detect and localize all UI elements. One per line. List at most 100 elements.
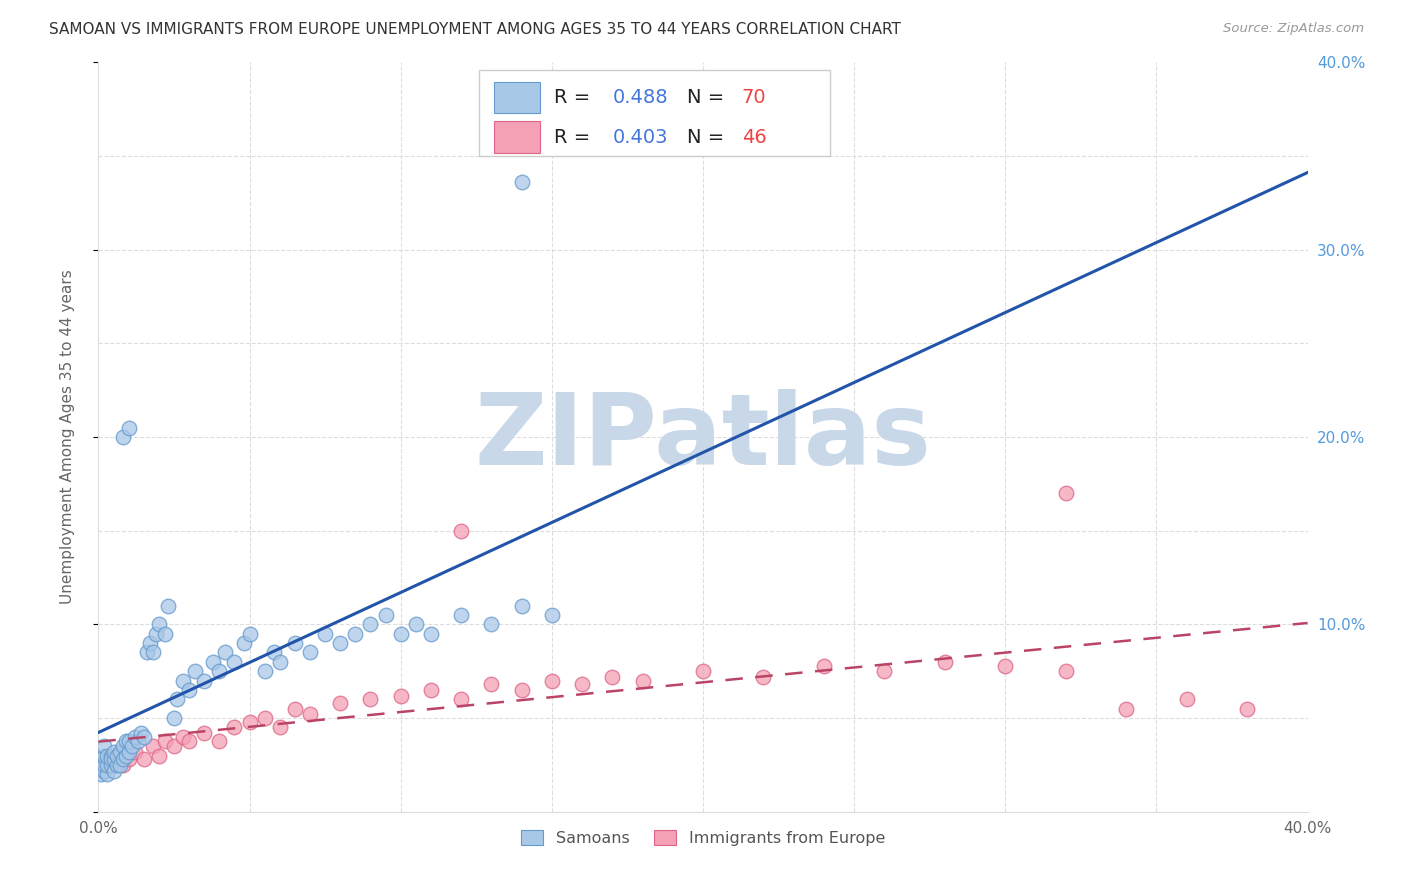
- Point: [93, 739, 115, 753]
- Point: [105, 748, 128, 763]
- Point: [90, 767, 112, 781]
- Point: [124, 730, 146, 744]
- Y-axis label: Unemployment Among Ages 35 to 44 years: Unemployment Among Ages 35 to 44 years: [60, 269, 75, 605]
- Point: [214, 646, 236, 660]
- Point: [1054, 664, 1077, 679]
- Point: [1115, 701, 1137, 715]
- Point: [314, 626, 336, 640]
- Point: [118, 745, 141, 759]
- Point: [232, 636, 254, 650]
- Point: [934, 655, 956, 669]
- Point: [127, 733, 149, 747]
- Point: [90, 758, 112, 772]
- Point: [142, 739, 165, 753]
- FancyBboxPatch shape: [479, 70, 830, 156]
- Point: [163, 711, 186, 725]
- Point: [163, 739, 186, 753]
- Point: [135, 646, 157, 660]
- Point: [153, 733, 176, 747]
- Point: [100, 758, 122, 772]
- Point: [360, 692, 382, 706]
- Point: [90, 758, 112, 772]
- Point: [540, 673, 562, 688]
- Point: [93, 748, 115, 763]
- Point: [540, 608, 562, 623]
- Point: [269, 655, 291, 669]
- Point: [193, 726, 215, 740]
- Point: [602, 670, 624, 684]
- Point: [193, 673, 215, 688]
- Point: [481, 617, 503, 632]
- Point: [389, 689, 412, 703]
- Legend: Samoans, Immigrants from Europe: Samoans, Immigrants from Europe: [515, 823, 891, 853]
- Point: [103, 745, 125, 759]
- Point: [96, 758, 118, 772]
- Point: [450, 524, 472, 538]
- Point: [450, 692, 472, 706]
- Point: [121, 739, 143, 753]
- Point: [96, 748, 118, 763]
- Text: 46: 46: [742, 128, 766, 146]
- Point: [263, 646, 285, 660]
- FancyBboxPatch shape: [494, 82, 540, 113]
- Point: [142, 646, 165, 660]
- Point: [405, 617, 427, 632]
- Point: [103, 764, 125, 778]
- Point: [202, 655, 225, 669]
- Point: [156, 599, 179, 613]
- Point: [139, 636, 162, 650]
- Point: [208, 733, 231, 747]
- FancyBboxPatch shape: [494, 121, 540, 153]
- Point: [692, 664, 714, 679]
- Point: [105, 748, 128, 763]
- Point: [299, 707, 322, 722]
- Point: [132, 730, 155, 744]
- Point: [184, 664, 207, 679]
- Point: [100, 752, 122, 766]
- Point: [179, 683, 201, 698]
- Point: [510, 175, 533, 189]
- Point: [103, 758, 125, 772]
- Point: [96, 767, 118, 781]
- Text: R =: R =: [554, 88, 596, 107]
- Point: [1054, 486, 1077, 500]
- Point: [111, 739, 134, 753]
- Point: [224, 655, 246, 669]
- Point: [253, 664, 276, 679]
- Point: [166, 692, 188, 706]
- Point: [153, 626, 176, 640]
- Point: [172, 730, 194, 744]
- Point: [124, 745, 146, 759]
- Point: [179, 733, 201, 747]
- Point: [344, 626, 367, 640]
- Point: [224, 721, 246, 735]
- Point: [284, 701, 307, 715]
- Point: [420, 683, 443, 698]
- Point: [510, 683, 533, 698]
- Text: R =: R =: [554, 128, 596, 146]
- Point: [93, 764, 115, 778]
- Point: [111, 758, 134, 772]
- Point: [105, 758, 128, 772]
- Text: 70: 70: [742, 88, 766, 107]
- Point: [571, 677, 593, 691]
- Point: [329, 696, 352, 710]
- Point: [108, 745, 131, 759]
- Point: [299, 646, 322, 660]
- Text: ZIPatlas: ZIPatlas: [475, 389, 931, 485]
- Point: [1175, 692, 1198, 706]
- Point: [111, 752, 134, 766]
- Point: [269, 721, 291, 735]
- Text: Source: ZipAtlas.com: Source: ZipAtlas.com: [1223, 22, 1364, 36]
- Point: [90, 752, 112, 766]
- Point: [360, 617, 382, 632]
- Point: [118, 421, 141, 435]
- Point: [284, 636, 307, 650]
- Text: N =: N =: [688, 128, 731, 146]
- Point: [481, 677, 503, 691]
- Point: [108, 758, 131, 772]
- Point: [118, 733, 141, 747]
- Point: [389, 626, 412, 640]
- Point: [873, 664, 896, 679]
- Point: [145, 626, 167, 640]
